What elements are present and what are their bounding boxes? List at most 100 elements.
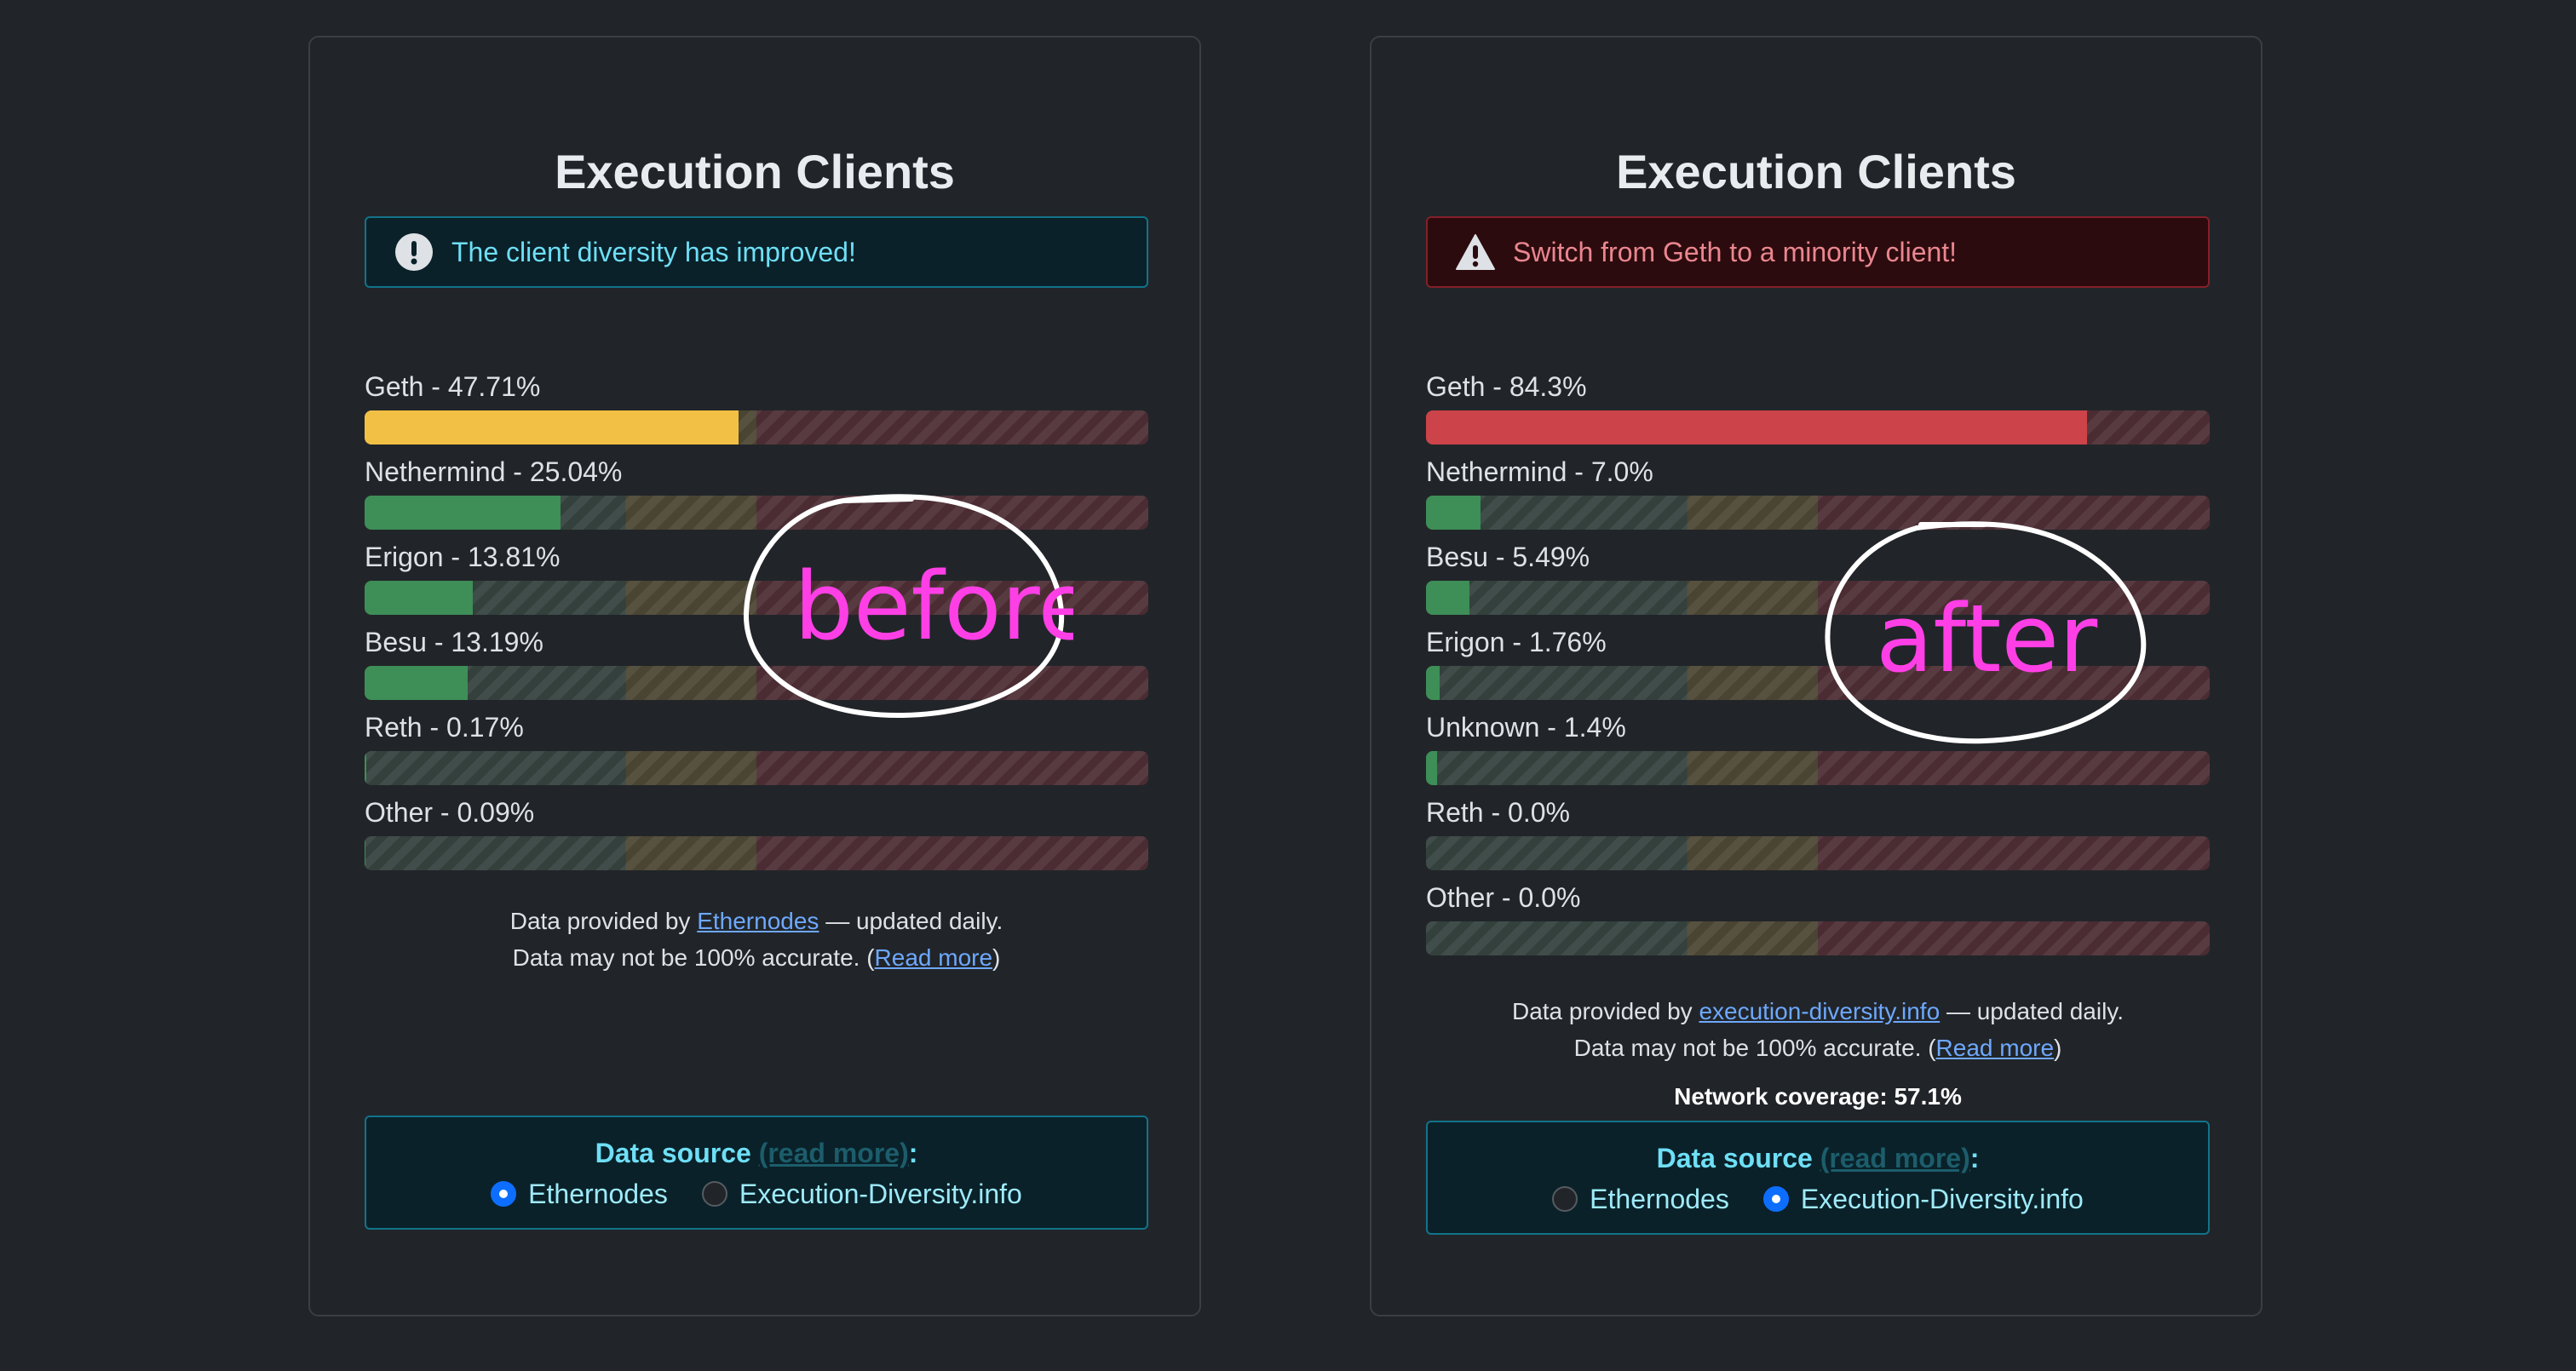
provided-by-line: Data provided by Ethernodes — updated da… xyxy=(365,903,1148,939)
share-bar xyxy=(365,666,1148,700)
data-footer: Data provided by execution-diversity.inf… xyxy=(1426,993,2210,1066)
diversity-alert: The client diversity has improved! xyxy=(365,216,1148,288)
client-row-besu: Besu - 5.49% xyxy=(1426,540,2210,625)
client-label: Geth - 84.3% xyxy=(1426,371,1587,402)
read-more-link[interactable]: Read more xyxy=(874,944,993,971)
client-row-reth: Reth - 0.0% xyxy=(1426,795,2210,881)
accuracy-line: Data may not be 100% accurate. (Read mor… xyxy=(1426,1030,2210,1066)
share-bar xyxy=(1426,751,2210,785)
client-label: Other - 0.0% xyxy=(1426,882,1581,913)
client-row-other: Other - 0.0% xyxy=(1426,881,2210,966)
share-bar-fill xyxy=(365,666,469,700)
provided-by-line: Data provided by execution-diversity.inf… xyxy=(1426,993,2210,1030)
client-label: Unknown - 1.4% xyxy=(1426,712,1626,743)
client-label: Besu - 5.49% xyxy=(1426,542,1590,572)
share-bar-fill xyxy=(365,410,739,445)
client-label: Geth - 47.71% xyxy=(365,371,541,402)
radio-button[interactable] xyxy=(701,1181,727,1207)
client-row-geth: Geth - 84.3% xyxy=(1426,370,2210,455)
data-source-title: Data source (read more): xyxy=(366,1134,1147,1172)
data-footer: Data provided by Ethernodes — updated da… xyxy=(365,903,1148,976)
accuracy-line: Data may not be 100% accurate. (Read mor… xyxy=(365,939,1148,976)
card-title: Execution Clients xyxy=(555,145,955,198)
execution-clients-card-after: Execution Clients Switch from Geth to a … xyxy=(1370,36,2263,1317)
share-bar-fill xyxy=(1426,496,1481,530)
radio-execution-diversity[interactable]: Execution-Diversity.info xyxy=(701,1175,1022,1213)
accuracy-suffix: ) xyxy=(992,944,1001,971)
share-bar xyxy=(365,496,1148,530)
alert-text: The client diversity has improved! xyxy=(451,236,856,267)
client-label: Other - 0.09% xyxy=(365,797,535,828)
data-source-label: Data source xyxy=(1656,1143,1813,1173)
share-bar-fill xyxy=(365,751,366,785)
client-row-other: Other - 0.09% xyxy=(365,795,1148,881)
share-bar xyxy=(365,836,1148,870)
data-source-colon: : xyxy=(908,1138,918,1168)
card-title: Execution Clients xyxy=(1616,145,2016,198)
client-row-nethermind: Nethermind - 25.04% xyxy=(365,455,1148,540)
share-bar xyxy=(365,410,1148,445)
share-bar xyxy=(365,581,1148,615)
data-source-read-more-link[interactable]: (read more) xyxy=(1820,1143,1970,1173)
client-row-reth: Reth - 0.17% xyxy=(365,710,1148,795)
read-more-link[interactable]: Read more xyxy=(1935,1035,2055,1061)
data-source-label: Data source xyxy=(595,1138,751,1168)
share-bar xyxy=(1426,666,2210,700)
share-bar xyxy=(1426,581,2210,615)
data-source-radio-group: Ethernodes Execution-Diversity.info xyxy=(366,1175,1147,1213)
accuracy-prefix: Data may not be 100% accurate. ( xyxy=(1573,1035,1936,1061)
provider-link[interactable]: Ethernodes xyxy=(697,908,819,934)
share-bar-fill xyxy=(365,496,561,530)
radio-button[interactable] xyxy=(1762,1186,1789,1212)
share-bar-fill xyxy=(1426,410,2087,445)
client-row-erigon: Erigon - 1.76% xyxy=(1426,625,2210,710)
radio-button[interactable] xyxy=(491,1181,517,1207)
radio-label: Execution-Diversity.info xyxy=(1800,1184,2084,1214)
data-source-box: Data source (read more): Ethernodes Exec… xyxy=(365,1116,1148,1230)
client-row-geth: Geth - 47.71% xyxy=(365,370,1148,455)
provider-link[interactable]: execution-diversity.info xyxy=(1699,998,1941,1024)
radio-label: Ethernodes xyxy=(1590,1184,1729,1214)
provided-suffix: — updated daily. xyxy=(1940,998,2125,1024)
client-label: Besu - 13.19% xyxy=(365,627,543,657)
provided-prefix: Data provided by xyxy=(509,908,698,934)
data-source-box: Data source (read more): Ethernodes Exec… xyxy=(1426,1121,2210,1235)
share-bar xyxy=(1426,836,2210,870)
share-bar xyxy=(1426,921,2210,955)
execution-clients-card-before: Execution Clients The client diversity h… xyxy=(308,36,1201,1317)
share-bar-fill xyxy=(1426,751,1437,785)
client-list: Geth - 47.71% Nethermind - 25.04% Erigon… xyxy=(365,370,1148,881)
data-source-radio-group: Ethernodes Execution-Diversity.info xyxy=(1428,1180,2208,1218)
share-bar xyxy=(365,751,1148,785)
client-row-erigon: Erigon - 13.81% xyxy=(365,540,1148,625)
network-coverage: Network coverage: 57.1% xyxy=(1674,1083,1962,1110)
client-label: Erigon - 13.81% xyxy=(365,542,561,572)
client-row-nethermind: Nethermind - 7.0% xyxy=(1426,455,2210,540)
provided-suffix: — updated daily. xyxy=(819,908,1003,934)
share-bar-fill xyxy=(365,581,474,615)
radio-button[interactable] xyxy=(1552,1186,1578,1212)
client-row-unknown: Unknown - 1.4% xyxy=(1426,710,2210,795)
share-bar xyxy=(1426,410,2210,445)
client-list: Geth - 84.3% Nethermind - 7.0% Besu - 5.… xyxy=(1426,370,2210,966)
radio-label: Execution-Diversity.info xyxy=(739,1179,1022,1209)
data-source-read-more-link[interactable]: (read more) xyxy=(758,1138,909,1168)
radio-execution-diversity[interactable]: Execution-Diversity.info xyxy=(1762,1180,2084,1218)
share-bar-fill xyxy=(1426,666,1440,700)
radio-ethernodes[interactable]: Ethernodes xyxy=(491,1175,668,1213)
radio-ethernodes[interactable]: Ethernodes xyxy=(1552,1180,1729,1218)
client-label: Reth - 0.17% xyxy=(365,712,524,743)
share-bar-fill xyxy=(1426,581,1469,615)
client-label: Reth - 0.0% xyxy=(1426,797,1570,828)
client-label: Nethermind - 25.04% xyxy=(365,456,623,487)
accuracy-prefix: Data may not be 100% accurate. ( xyxy=(512,944,875,971)
share-bar xyxy=(1426,496,2210,530)
radio-label: Ethernodes xyxy=(528,1179,668,1209)
data-source-title: Data source (read more): xyxy=(1428,1139,2208,1177)
geth-warning-alert: Switch from Geth to a minority client! xyxy=(1426,216,2210,288)
data-source-colon: : xyxy=(1969,1143,1980,1173)
accuracy-suffix: ) xyxy=(2054,1035,2062,1061)
client-row-besu: Besu - 13.19% xyxy=(365,625,1148,710)
client-label: Nethermind - 7.0% xyxy=(1426,456,1653,487)
alert-text: Switch from Geth to a minority client! xyxy=(1513,236,1958,267)
